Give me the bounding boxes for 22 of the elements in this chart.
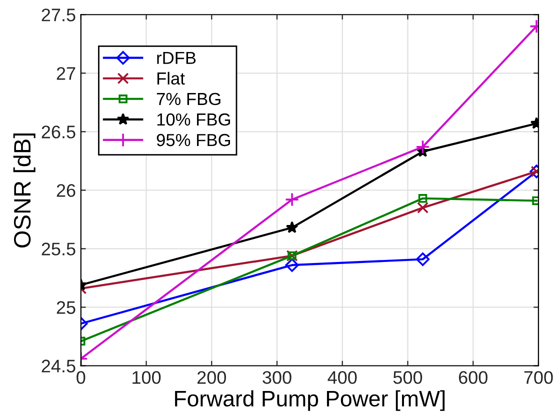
y-tick-label: 26.5 (42, 126, 76, 138)
legend-label: 95% FBG (156, 134, 230, 146)
x-tick-label: 500 (393, 371, 422, 384)
x-tick-label: 700 (524, 371, 553, 384)
x-axis-title: Forward Pump Power [mW] (175, 390, 445, 411)
legend-label: rDFB (157, 52, 196, 64)
y-tick-label: 25 (56, 301, 76, 314)
x-tick-label: 0 (76, 371, 86, 384)
x-tick-label: 600 (458, 371, 488, 384)
x-tick-label: 100 (132, 371, 161, 384)
y-axis-title: OSNR [dB] (13, 133, 36, 248)
legend-label: 10% FBG (157, 113, 230, 126)
y-tick-label: 24.5 (42, 360, 76, 372)
y-tick-label: 27.5 (42, 8, 76, 22)
x-tick-label: 400 (328, 371, 357, 384)
legend-label: 7% FBG (156, 92, 220, 106)
legend-label: Flat (157, 72, 185, 85)
x-tick-label: 200 (197, 371, 226, 384)
y-tick-label: 26 (56, 184, 76, 197)
x-tick-label: 300 (262, 371, 292, 384)
y-tick-label: 27 (56, 67, 76, 80)
y-tick-label: 25.5 (42, 242, 76, 256)
